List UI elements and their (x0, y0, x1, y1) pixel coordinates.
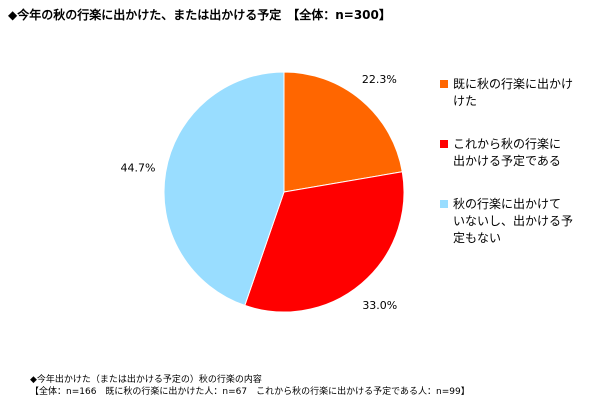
legend-label-line: 秋の行楽に出かけて (453, 197, 562, 211)
pie-value-label: 22.3% (362, 73, 397, 86)
chart-title: ◆今年の秋の行楽に出かけた、または出かける予定 【全体：n=300】 (8, 8, 391, 22)
legend-item-already-went: 既に秋の行楽に出かけ けた (440, 76, 580, 110)
footnote-sample-sizes: 【全体：n=166 既に秋の行楽に出かけた人：n=67 これから秋の行楽に出かけ… (30, 387, 470, 397)
pie-slice (283, 71, 403, 193)
footnote: ◆今年出かけた（または出かける予定の）秋の行楽の内容 【全体：n=166 既に秋… (30, 374, 470, 398)
legend-swatch (440, 80, 448, 88)
legend-label-line: けた (453, 94, 478, 108)
pie-slice (244, 171, 405, 313)
legend-swatch (440, 200, 448, 208)
legend-label-line: いないし、出かける予 (453, 214, 574, 228)
legend-item-not-going: 秋の行楽に出かけて いないし、出かける予 定もない (440, 196, 580, 247)
legend-swatch (440, 140, 448, 148)
legend-label-line: 出かける予定である (453, 154, 561, 168)
legend-item-planning-to-go: これから秋の行楽に 出かける予定である (440, 136, 580, 170)
legend-label-line: 既に秋の行楽に出かけ (453, 77, 574, 91)
pie-slice (163, 71, 285, 307)
pie-value-label: 33.0% (362, 299, 397, 312)
pie-value-label: 44.7% (121, 162, 156, 175)
legend-label-line: 定もない (453, 231, 502, 245)
legend-label-line: これから秋の行楽に (453, 137, 562, 151)
footnote-title: ◆今年出かけた（または出かける予定の）秋の行楽の内容 (30, 375, 262, 385)
